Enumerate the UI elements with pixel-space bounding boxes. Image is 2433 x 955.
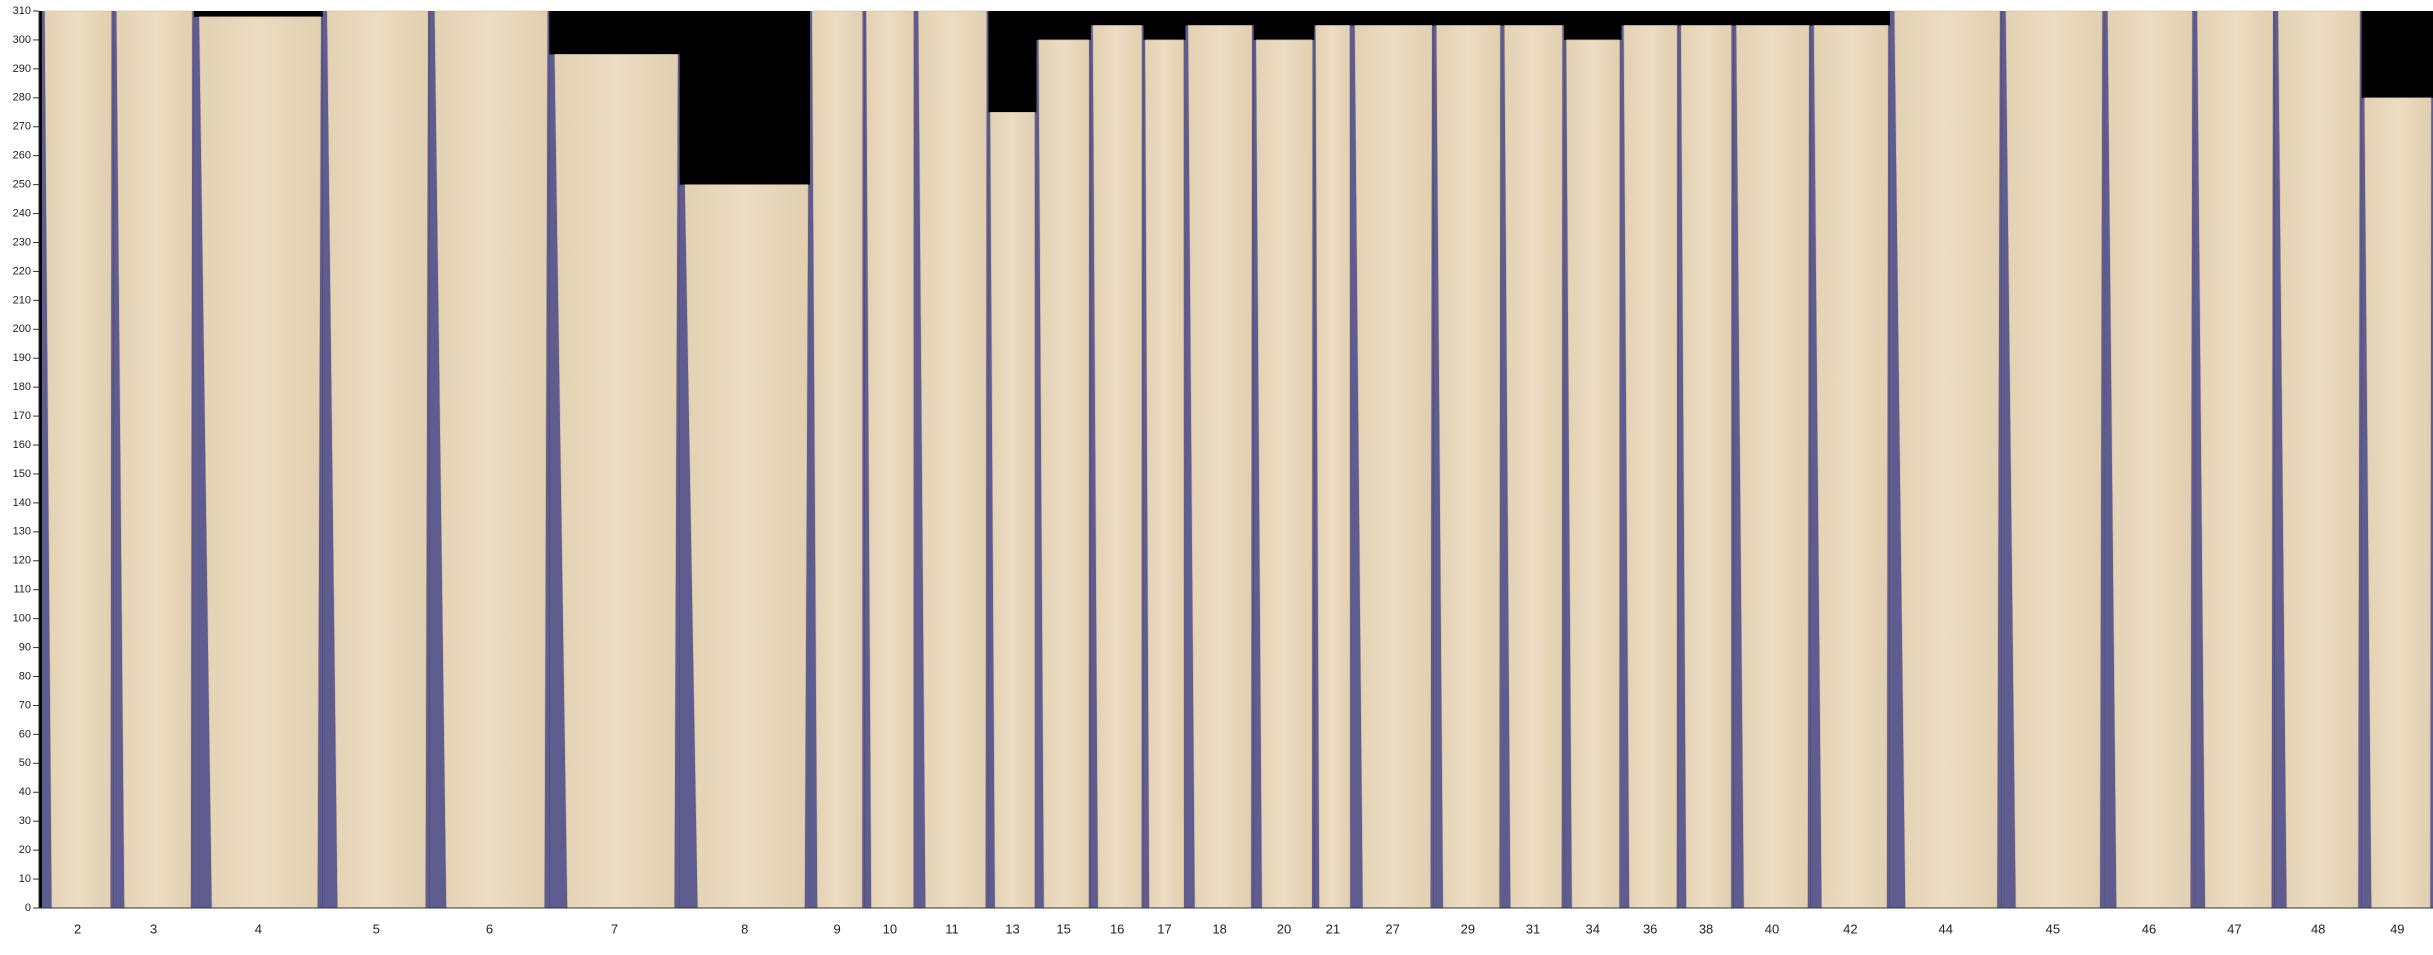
y-tick-label: 70 xyxy=(19,699,31,711)
strip-label: 20 xyxy=(1277,921,1291,936)
y-tick-label: 160 xyxy=(13,439,31,451)
veneer-strip xyxy=(1145,39,1185,909)
veneer-strip xyxy=(1623,25,1678,909)
strip-label: 42 xyxy=(1843,921,1857,936)
veneer-strip xyxy=(1315,25,1351,909)
veneer-strip xyxy=(2107,10,2193,909)
y-tick-label: 200 xyxy=(13,323,31,335)
strip-label: 18 xyxy=(1212,921,1226,936)
strip-label: 11 xyxy=(945,921,959,936)
veneer-strip xyxy=(2364,97,2432,909)
veneer-strip xyxy=(1813,25,1889,909)
strip-label: 13 xyxy=(1005,921,1019,936)
veneer-strip xyxy=(1894,10,2000,909)
veneer-strip xyxy=(1354,25,1433,909)
y-tick-label: 110 xyxy=(13,584,31,596)
strip-label: 47 xyxy=(2227,921,2241,936)
y-tick-label: 80 xyxy=(19,670,31,682)
y-tick-label: 50 xyxy=(19,757,31,769)
veneer-strip xyxy=(990,111,1035,909)
y-tick-label: 40 xyxy=(19,786,31,798)
strip-label: 9 xyxy=(834,921,841,936)
strip-label: 2 xyxy=(74,921,81,936)
strip-label: 49 xyxy=(2390,921,2404,936)
strip-label: 8 xyxy=(741,921,748,936)
y-tick-label: 170 xyxy=(13,410,31,422)
veneer-strip xyxy=(1255,39,1313,909)
strip-label: 34 xyxy=(1586,921,1600,936)
veneer-strip xyxy=(866,10,914,909)
strip-label: 7 xyxy=(611,921,618,936)
strip-label: 38 xyxy=(1699,921,1713,936)
veneer-strip xyxy=(1566,39,1620,909)
strip-label: 45 xyxy=(2046,921,2060,936)
strip-label: 36 xyxy=(1643,921,1657,936)
strip-label: 3 xyxy=(150,921,157,936)
veneer-strip xyxy=(1038,39,1090,909)
strip-label: 44 xyxy=(1939,921,1953,936)
y-tick-label: 0 xyxy=(25,902,31,914)
strip-label: 27 xyxy=(1385,921,1399,936)
y-tick-label: 100 xyxy=(13,613,31,625)
veneer-strip xyxy=(326,10,429,909)
veneer-strip xyxy=(44,10,112,909)
y-tick-label: 220 xyxy=(13,265,31,277)
y-tick-label: 60 xyxy=(19,728,31,740)
strip-label: 15 xyxy=(1056,921,1070,936)
veneer-strip xyxy=(684,184,809,909)
y-tick-label: 270 xyxy=(13,121,31,133)
y-tick-label: 230 xyxy=(13,236,31,248)
y-tick-label: 280 xyxy=(13,92,31,104)
strip-label: 21 xyxy=(1326,921,1340,936)
y-tick-label: 130 xyxy=(13,526,31,538)
strip-label: 4 xyxy=(255,921,262,936)
y-tick-label: 10 xyxy=(19,873,31,885)
veneer-strip xyxy=(2005,10,2103,909)
veneer-strip xyxy=(1436,25,1501,909)
y-tick-label: 240 xyxy=(13,207,31,219)
strip-label: 17 xyxy=(1157,921,1171,936)
strip-label: 48 xyxy=(2311,921,2325,936)
strip-label: 40 xyxy=(1765,921,1779,936)
strip-label: 16 xyxy=(1110,921,1124,936)
veneer-strip xyxy=(554,54,678,909)
y-tick-label: 260 xyxy=(13,150,31,162)
veneer-strip xyxy=(918,10,987,909)
y-tick-label: 290 xyxy=(13,63,31,75)
veneer-strip xyxy=(2278,10,2360,909)
strip-label: 5 xyxy=(373,921,380,936)
strip-label: 31 xyxy=(1526,921,1540,936)
strip-label: 6 xyxy=(486,921,493,936)
veneer-strip xyxy=(811,10,863,909)
y-tick-label: 210 xyxy=(13,294,31,306)
strip-label: 46 xyxy=(2142,921,2156,936)
veneer-strip xyxy=(1504,25,1563,909)
veneer-strip xyxy=(434,10,548,909)
veneer-strip xyxy=(199,16,322,909)
y-tick-label: 250 xyxy=(13,179,31,191)
y-tick-label: 20 xyxy=(19,844,31,856)
veneer-strip xyxy=(116,10,193,909)
veneer-strip xyxy=(1736,25,1810,909)
y-tick-label: 90 xyxy=(19,641,31,653)
y-tick-label: 190 xyxy=(13,352,31,364)
y-tick-label: 120 xyxy=(13,555,31,567)
veneer-strip xyxy=(2197,10,2274,909)
y-tick-label: 140 xyxy=(13,497,31,509)
veneer-strip xyxy=(1680,25,1732,909)
y-tick-label: 30 xyxy=(19,815,31,827)
y-tick-label: 310 xyxy=(13,5,31,17)
veneer-strip xyxy=(1188,25,1253,909)
y-tick-label: 150 xyxy=(13,468,31,480)
veneer-strip xyxy=(1092,25,1142,909)
strip-label: 29 xyxy=(1461,921,1475,936)
strip-label: 10 xyxy=(883,921,897,936)
y-tick-label: 180 xyxy=(13,381,31,393)
y-tick-label: 300 xyxy=(13,34,31,46)
